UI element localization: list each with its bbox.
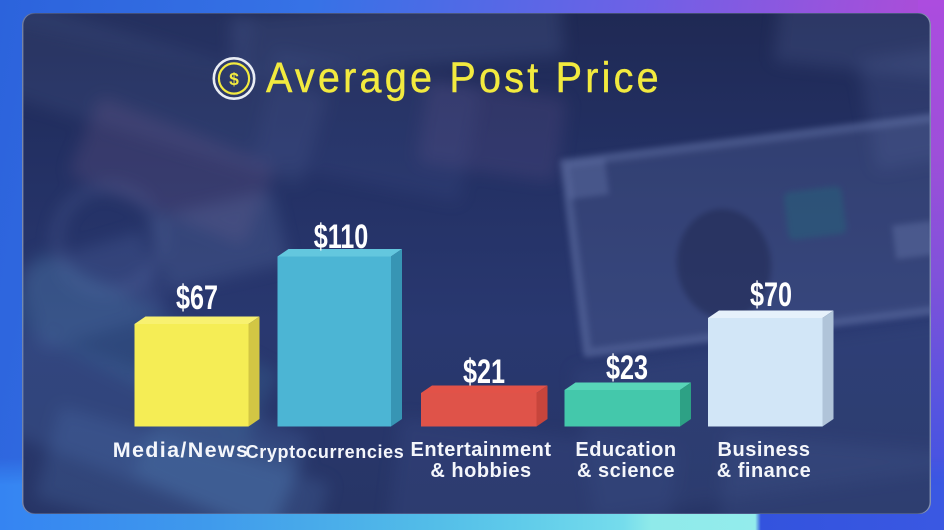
- svg-text:$: $: [229, 69, 239, 89]
